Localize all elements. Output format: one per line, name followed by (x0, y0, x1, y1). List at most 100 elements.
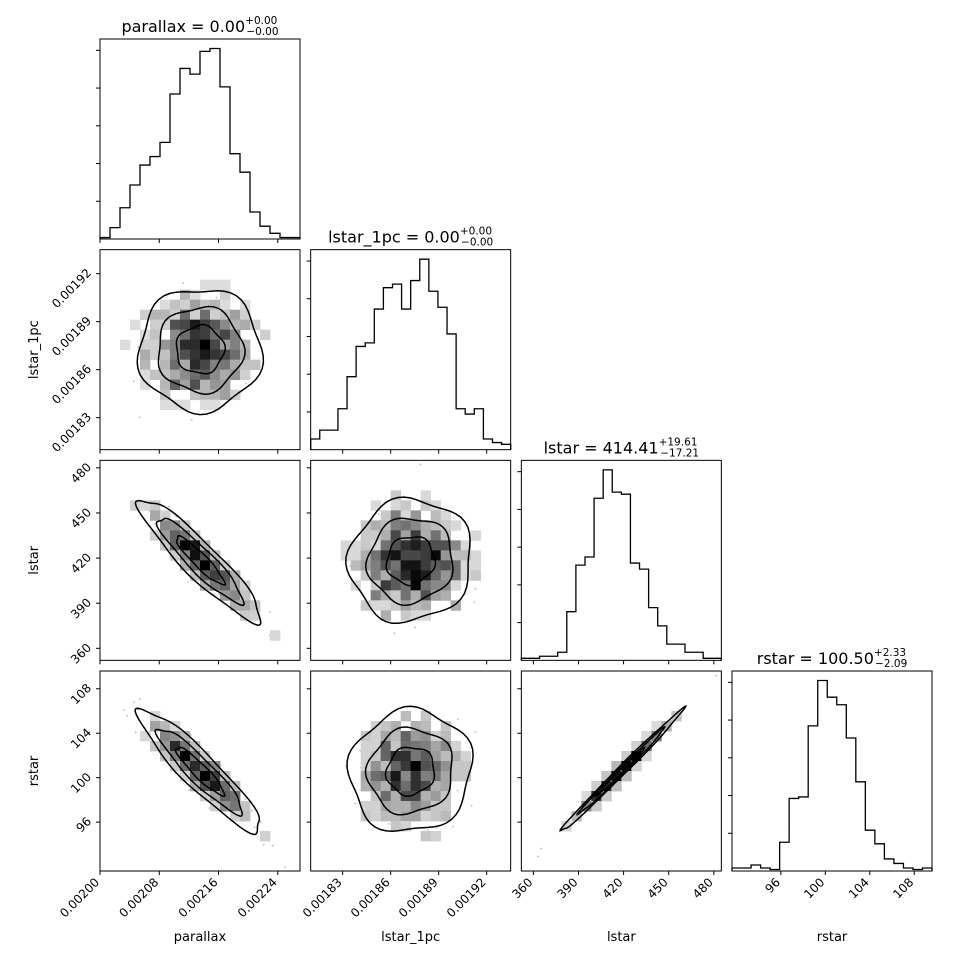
density-cell (230, 590, 241, 601)
density-cell (250, 359, 261, 371)
density-cell (370, 570, 382, 581)
density-cell (200, 580, 211, 591)
density-cell (420, 731, 432, 742)
density-cell (450, 751, 462, 762)
y-tick-label: 480 (68, 460, 94, 486)
density-cell (380, 590, 392, 601)
density-cell (400, 610, 412, 621)
density-cell (200, 279, 211, 291)
density-cell (370, 530, 382, 541)
density-cell (440, 590, 452, 601)
sample-point (262, 843, 265, 846)
density-cell (410, 540, 422, 551)
panel-frame (310, 249, 512, 451)
hist-panel-parallax (96, 38, 301, 243)
density-cell (420, 550, 432, 561)
x-tick-label: 390 (555, 875, 581, 901)
density-cell (601, 791, 612, 802)
density-cell (220, 279, 231, 291)
density-cell (631, 741, 642, 752)
density-cell (420, 721, 432, 732)
density-cell (130, 500, 141, 511)
density-cell (450, 570, 462, 581)
density-cell (400, 550, 412, 561)
density-cell (470, 550, 482, 561)
density-cell (210, 309, 221, 321)
density-cell (380, 801, 392, 812)
density-cell (390, 580, 402, 591)
density-cell (180, 741, 191, 752)
x-tick-label: 100 (801, 875, 827, 901)
density-cell (170, 540, 181, 551)
density-cell (180, 329, 191, 341)
sample-point (244, 798, 247, 800)
y-tick-label: 104 (68, 725, 94, 751)
y-tick-label: 420 (68, 550, 94, 576)
sample-point (122, 709, 125, 712)
density-cell (410, 741, 422, 752)
density-cell (450, 540, 462, 551)
density-cell (370, 761, 382, 772)
density-cell (621, 761, 632, 772)
density-cell (410, 721, 422, 732)
density-cell (160, 399, 171, 411)
density-cell (220, 299, 231, 311)
density-cell (430, 590, 442, 601)
panel-frame (99, 459, 301, 661)
density-cell (150, 530, 161, 541)
hist-panel-lstar (517, 459, 722, 665)
density-cell (190, 309, 201, 321)
density-cell (170, 520, 181, 531)
density-cell (450, 520, 462, 531)
density-cell (360, 600, 372, 611)
density-cell (160, 319, 171, 331)
density-cell (170, 550, 181, 561)
density-cell (390, 500, 402, 511)
density-cell (240, 339, 251, 351)
density-cell (230, 369, 241, 381)
density-cell (581, 801, 592, 812)
density-cell (140, 309, 151, 321)
density-cell (430, 540, 442, 551)
density-cell (651, 731, 662, 742)
density-cell (160, 359, 171, 371)
sample-point (250, 809, 253, 812)
density-cell (190, 741, 201, 752)
x-tick-label: 104 (846, 875, 872, 901)
density-cell (180, 751, 191, 762)
density-cell (140, 369, 151, 381)
density-cell (170, 379, 181, 391)
hist-panel-rstar: 96 100 104 108 (728, 670, 933, 901)
panel-frame (520, 459, 722, 661)
density-cell (621, 771, 632, 782)
density-cell (200, 309, 211, 321)
density-cell (210, 339, 221, 351)
density-cell (190, 389, 201, 401)
density-cell (450, 761, 462, 772)
density-cell (210, 781, 221, 792)
sample-point (377, 513, 380, 516)
density-cell (140, 349, 151, 361)
density-cell (390, 590, 402, 601)
density-cell (390, 731, 402, 742)
density-cell (611, 771, 622, 782)
density-cell (220, 319, 231, 331)
density-cell (360, 781, 372, 792)
density-cell (220, 369, 231, 381)
density-cell (360, 540, 372, 551)
density-cell (170, 761, 181, 772)
title-lstar_1pc: lstar_1pc = 0.00+0.00 −0.00 (328, 226, 493, 249)
density-cell (370, 520, 382, 531)
density-cell (390, 771, 402, 782)
contour-line (576, 725, 666, 816)
density-cell (360, 530, 372, 541)
density-cell (180, 550, 191, 561)
panel-frame (310, 670, 512, 872)
density-cell (390, 520, 402, 531)
density-cell (200, 339, 211, 351)
density-cell (160, 520, 171, 531)
density-cell (470, 570, 482, 581)
density-cell (440, 751, 452, 762)
density-cell (190, 359, 201, 371)
density-cell (210, 761, 221, 772)
